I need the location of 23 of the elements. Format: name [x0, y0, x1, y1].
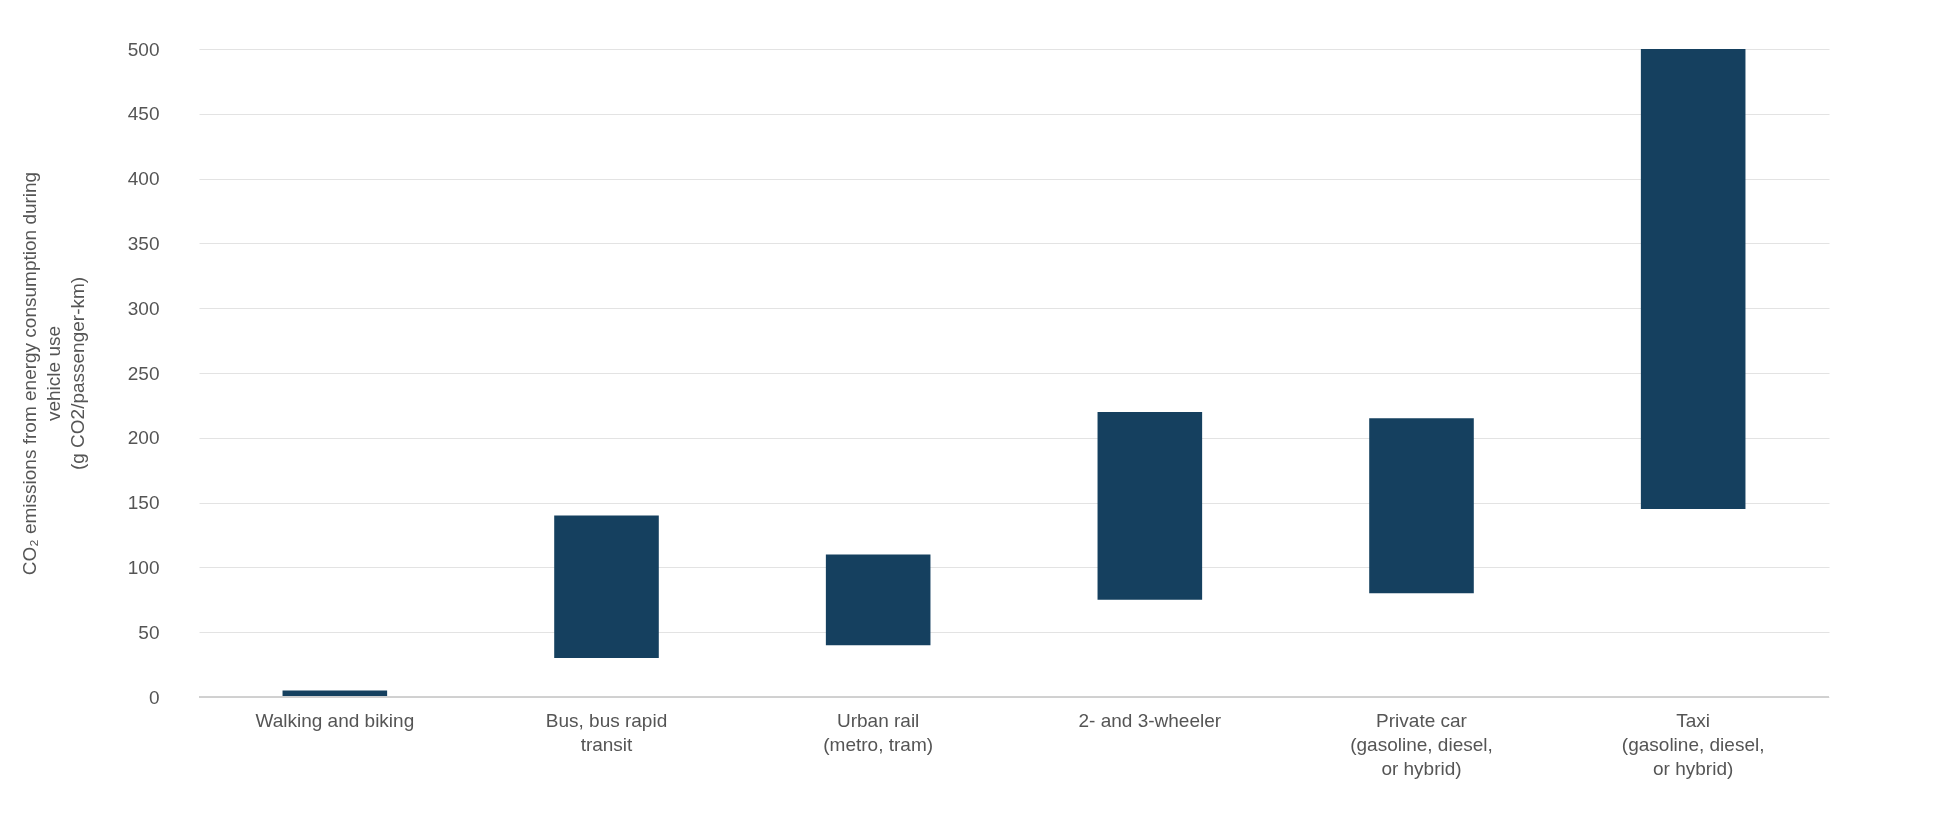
bar: [825, 554, 931, 646]
x-tick-label: Urban rail (metro, tram): [823, 709, 934, 755]
x-tick-label: Taxi (gasoline, diesel, or hybrid): [1621, 709, 1765, 779]
y-tick-label: 150: [127, 492, 160, 514]
y-tick-label: 0: [148, 686, 160, 708]
bar: [1369, 418, 1474, 594]
y-tick-label: 300: [127, 297, 160, 319]
y-tick-label: 50: [138, 621, 160, 643]
y-tick-label: 350: [127, 232, 160, 254]
x-tick-label: Private car (gasoline, diesel, or hybrid): [1350, 709, 1493, 779]
y-tick-label: 200: [127, 427, 160, 449]
y-tick-label: 250: [127, 362, 160, 384]
y-axis-title: CO₂ emissions from energy consumption during vehicle use (g CO2/passenger-km): [18, 171, 88, 576]
y-tick-label: 400: [127, 168, 160, 190]
bar: [1640, 49, 1746, 510]
bar: [1097, 411, 1203, 600]
y-tick-label: 450: [127, 103, 160, 125]
bar: [554, 515, 659, 659]
x-tick-label: 2- and 3-wheeler: [1078, 709, 1222, 731]
y-tick-label: 100: [127, 556, 160, 578]
x-tick-label: Bus, bus rapid transit: [545, 709, 668, 755]
y-tick-label: 500: [127, 38, 160, 60]
x-tick-label: Walking and biking: [255, 709, 415, 731]
